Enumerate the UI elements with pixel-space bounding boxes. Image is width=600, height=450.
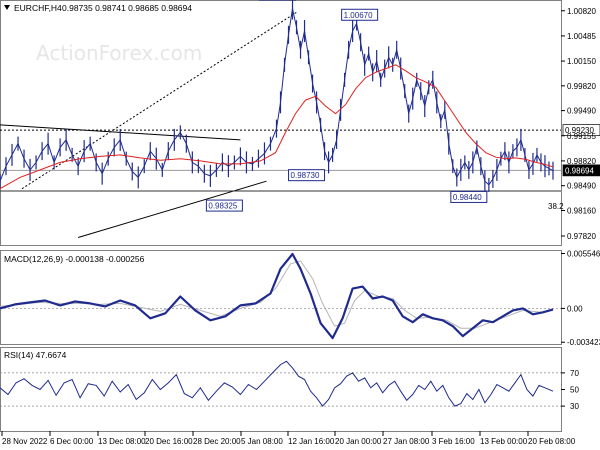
axis-price-tag bbox=[562, 164, 600, 177]
price-y-tick-label: 1.00485 bbox=[567, 32, 596, 41]
price-y-tick-label: 0.98820 bbox=[567, 157, 596, 166]
rsi-y-tick-label: 50 bbox=[570, 386, 579, 395]
price-y-tick-label: 0.99490 bbox=[567, 107, 596, 116]
symbol-arrow-icon bbox=[4, 5, 10, 10]
price-y-tick-label: 0.98490 bbox=[567, 182, 596, 191]
macd-y-tick-label: 0.005546 bbox=[567, 250, 600, 259]
price-label-box bbox=[450, 190, 488, 203]
price-label-text: 0.98440 bbox=[453, 193, 482, 202]
price-label-box bbox=[288, 169, 326, 182]
watermark: ActionForex.com bbox=[36, 41, 202, 65]
x-tick-label: 20 Jan 00:00 bbox=[335, 437, 382, 446]
x-tick-label: 28 Dec 20:00 bbox=[193, 437, 241, 446]
axis-price-tag-text: 0.99230 bbox=[565, 126, 594, 135]
x-tick-label: 20 Dec 16:00 bbox=[145, 437, 193, 446]
price-label-text: 0.98730 bbox=[291, 171, 320, 180]
price-label-box bbox=[205, 199, 243, 212]
x-tick-label: 20 Feb 08:00 bbox=[528, 437, 576, 446]
price-symbol: EURCHF,H4 bbox=[14, 3, 62, 13]
macd-y-tick-label: 0.00 bbox=[567, 304, 583, 313]
macd-panel-frame bbox=[0, 250, 562, 345]
x-tick-label: 13 Feb 00:00 bbox=[480, 437, 528, 446]
rsi-y-tick-label: 30 bbox=[570, 402, 579, 411]
price-y-tick-label: 0.98160 bbox=[567, 206, 596, 215]
price-y-tick-label: 0.97820 bbox=[567, 232, 596, 241]
price-y-tick-label: 1.00820 bbox=[567, 7, 596, 16]
price-label-box bbox=[341, 8, 379, 21]
price-y-tick-label: 0.99820 bbox=[567, 82, 596, 91]
price-series-line bbox=[0, 8, 554, 186]
macd-y-tick-label: -0.003423 bbox=[567, 338, 600, 347]
moving-average-line bbox=[0, 64, 554, 190]
axis-price-tag-text: 0.98694 bbox=[565, 166, 594, 175]
price-y-tick-label: 0.99155 bbox=[567, 132, 596, 141]
price-ohlc: 0.98735 0.98741 0.98685 0.98694 bbox=[62, 3, 192, 13]
x-tick-label: 28 Nov 2022 bbox=[2, 437, 48, 446]
x-tick-label: 5 Jan 08:00 bbox=[241, 437, 283, 446]
rsi-header: RSI(14) 47.6674 bbox=[4, 350, 67, 360]
price-y-tick-label: 1.00150 bbox=[567, 57, 596, 66]
macd-header: MACD(12,26,9) -0.000138 -0.000256 bbox=[4, 254, 145, 264]
macd-signal-line bbox=[0, 260, 554, 329]
macd-line bbox=[0, 252, 554, 340]
x-tick-label: 13 Dec 08:00 bbox=[98, 437, 146, 446]
axis-price-tag bbox=[562, 124, 600, 136]
x-tick-label: 6 Dec 00:00 bbox=[50, 437, 94, 446]
price-label-text: 0.98325 bbox=[208, 202, 237, 211]
x-tick-label: 12 Jan 16:00 bbox=[288, 437, 335, 446]
x-tick-label: 3 Feb 16:00 bbox=[432, 437, 475, 446]
fib-38-label: 38.2 bbox=[548, 202, 564, 211]
x-tick-label: 27 Jan 08:00 bbox=[383, 437, 430, 446]
rsi-line bbox=[0, 360, 554, 407]
price-panel-frame bbox=[0, 0, 562, 246]
rsi-y-tick-label: 70 bbox=[570, 369, 579, 378]
price-label-text: 1.00670 bbox=[344, 11, 373, 20]
